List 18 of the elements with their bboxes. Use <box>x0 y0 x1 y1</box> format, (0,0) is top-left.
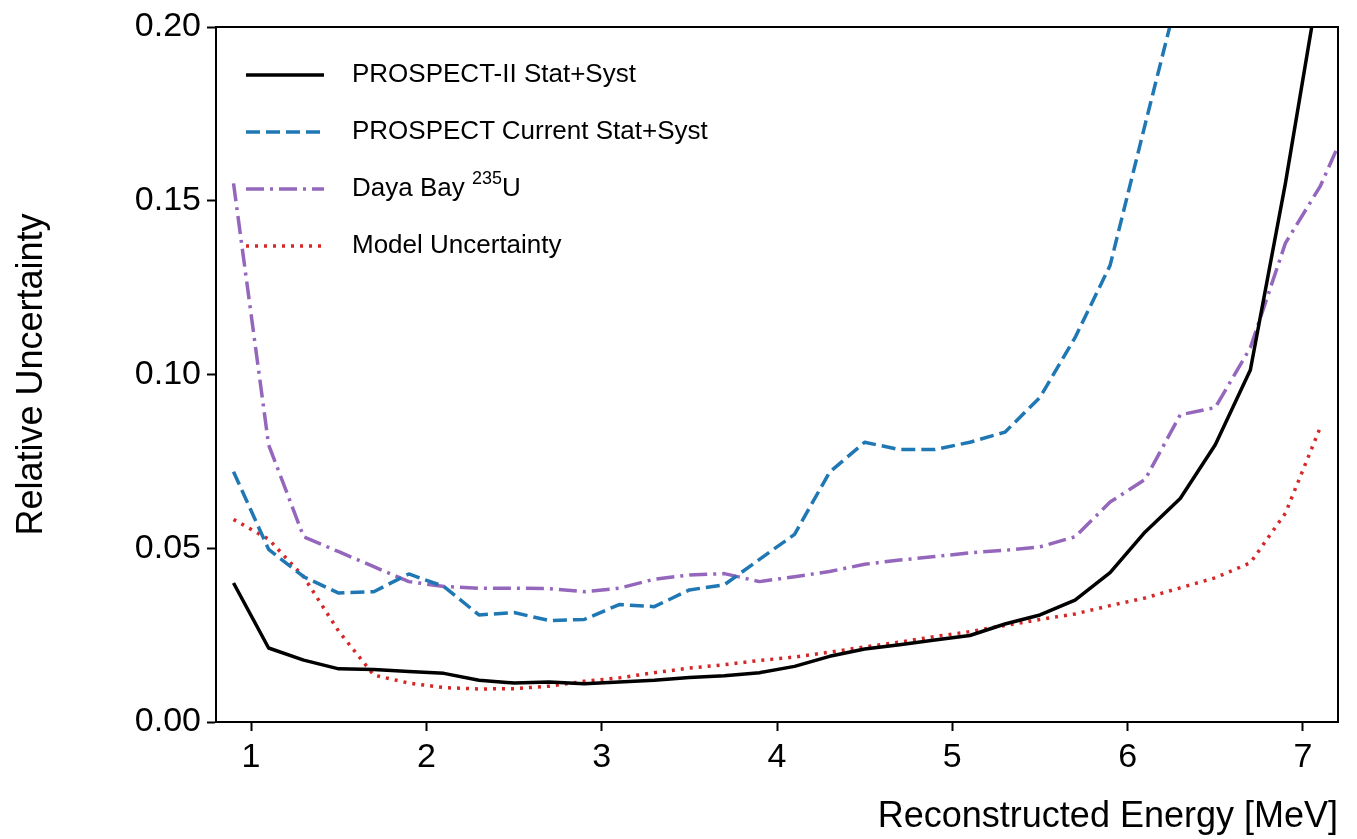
y-tick-label: 0.20 <box>134 5 201 44</box>
legend-label: PROSPECT Current Stat+Syst <box>352 115 709 146</box>
x-tick-label: 4 <box>767 735 787 774</box>
y-tick-label: 0.15 <box>134 179 201 218</box>
x-tick-label: 5 <box>942 735 962 774</box>
x-tick-label: 1 <box>241 735 261 774</box>
x-axis-title: Reconstructed Energy [MeV] <box>877 794 1338 836</box>
line-series <box>231 27 1172 623</box>
x-tick-label: 3 <box>592 735 612 774</box>
y-tick-label: 0.10 <box>134 352 201 391</box>
y-axis-title: Relative Uncertainty <box>8 213 50 536</box>
x-tick-label: 7 <box>1293 735 1313 774</box>
y-tick-label: 0.05 <box>134 526 201 565</box>
x-tick-label: 6 <box>1118 735 1138 774</box>
legend-label: PROSPECT-II Stat+Syst <box>352 58 637 89</box>
x-tick-label: 2 <box>416 735 436 774</box>
legend-label: Model Uncertainty <box>352 229 562 260</box>
y-tick-label: 0.00 <box>134 700 201 739</box>
